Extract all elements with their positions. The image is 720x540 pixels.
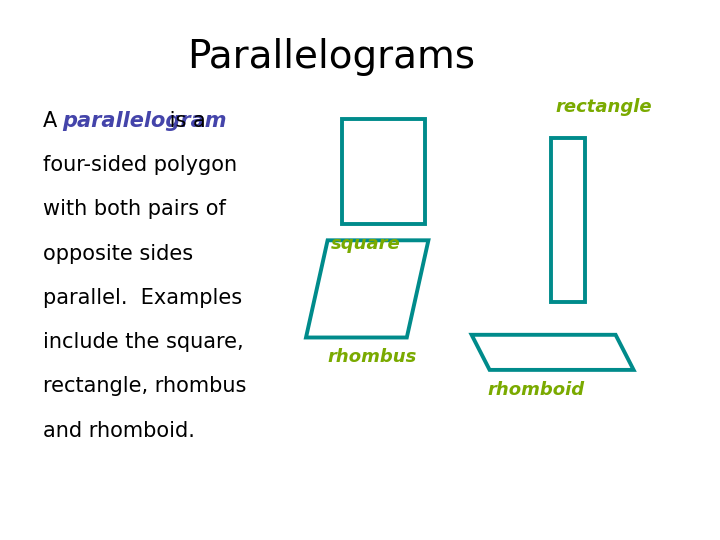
Text: square: square (331, 235, 400, 253)
Text: A: A (43, 111, 64, 131)
Text: is a: is a (163, 111, 206, 131)
Text: rectangle: rectangle (555, 98, 652, 116)
Text: four-sided polygon: four-sided polygon (43, 155, 238, 175)
Text: with both pairs of: with both pairs of (43, 199, 226, 219)
Text: rhombus: rhombus (328, 348, 417, 366)
Text: opposite sides: opposite sides (43, 244, 194, 264)
Bar (342, 119, 425, 224)
Text: and rhomboid.: and rhomboid. (43, 421, 195, 441)
Text: parallel.  Examples: parallel. Examples (43, 288, 243, 308)
Bar (551, 138, 585, 302)
Text: parallelogram: parallelogram (62, 111, 226, 131)
Text: rhomboid: rhomboid (488, 381, 585, 399)
Text: Parallelograms: Parallelograms (187, 38, 475, 76)
Text: rectangle, rhombus: rectangle, rhombus (43, 376, 246, 396)
Text: include the square,: include the square, (43, 332, 244, 352)
